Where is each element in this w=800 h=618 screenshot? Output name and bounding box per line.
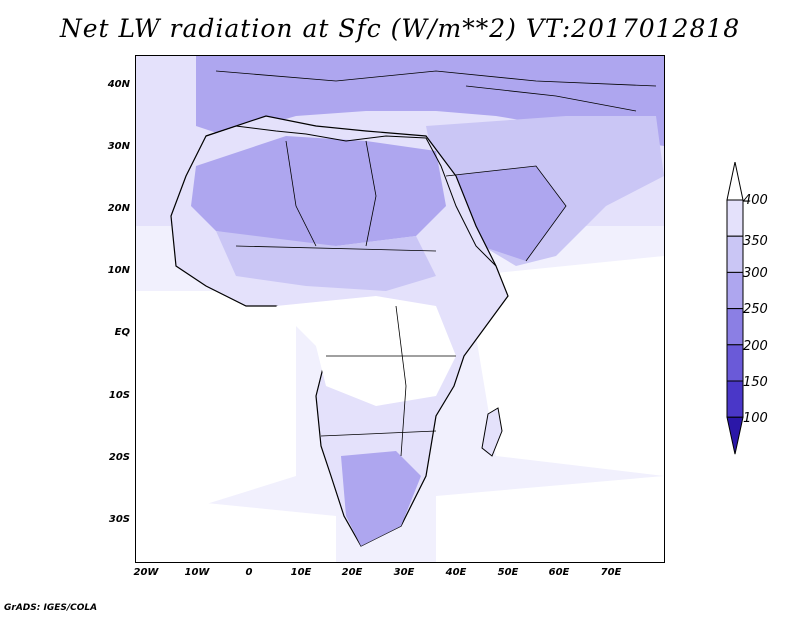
- lat-label-eq: EQ: [114, 327, 130, 338]
- map-panel: [135, 55, 665, 563]
- border-line-2: [365, 140, 377, 247]
- madagascar: [481, 407, 503, 457]
- border-line-6: [395, 305, 407, 457]
- colorbar-label-250: 250: [743, 302, 768, 317]
- border-line-3: [235, 245, 437, 252]
- colorbar-label-100: 100: [743, 411, 768, 426]
- map-title: Net LW radiation at Sfc (W/m**2) VT:2017…: [59, 14, 741, 43]
- lat-label-20s: 20S: [108, 452, 130, 463]
- lon-label-20w: 20W: [133, 567, 159, 578]
- colorbar-label-350: 350: [743, 234, 768, 249]
- colorbar-segment: [726, 235, 744, 273]
- colorbar-label-400: 400: [743, 193, 768, 208]
- colorbar-segment: [726, 308, 744, 346]
- sahara-shade: [191, 136, 446, 246]
- lon-label-70e: 70E: [600, 567, 622, 578]
- lon-label-10e: 10E: [290, 567, 312, 578]
- southern-africa-shade: [341, 451, 421, 546]
- ocean-tropical-clear: [136, 291, 296, 526]
- colorbar-label-300: 300: [743, 266, 768, 281]
- red-sea-coast: [425, 137, 497, 267]
- lat-label-40n: 40N: [107, 79, 130, 90]
- lon-label-10w: 10W: [184, 567, 210, 578]
- lon-label-50e: 50E: [497, 567, 519, 578]
- lat-label-30s: 30S: [108, 514, 130, 525]
- southern-band-clear: [136, 496, 336, 562]
- colorbar-label-150: 150: [743, 375, 768, 390]
- lat-label-10s: 10S: [108, 390, 130, 401]
- colorbar-segment: [726, 199, 744, 237]
- colorbar-bottom-arrow: [726, 416, 744, 455]
- lon-label-30e: 30E: [393, 567, 415, 578]
- europe-border-2: [465, 85, 637, 112]
- colorbar-segment: [726, 271, 744, 310]
- lat-label-20n: 20N: [107, 203, 130, 214]
- europe-border-1: [215, 70, 657, 87]
- colorbar-top-arrow: [726, 162, 744, 201]
- arabia-border: [445, 165, 567, 262]
- lon-label-40e: 40E: [445, 567, 467, 578]
- arabia-shade: [446, 166, 566, 261]
- border-line-5: [320, 430, 437, 437]
- colorbar-label-200: 200: [743, 339, 768, 354]
- colorbar-segment: [726, 344, 744, 382]
- lat-label-10n: 10N: [107, 265, 130, 276]
- southern-band-clear-east: [436, 476, 664, 562]
- lat-label-30n: 30N: [107, 141, 130, 152]
- lon-label-20e: 20E: [341, 567, 363, 578]
- mediterranean-coast: [205, 125, 427, 142]
- lon-label-60e: 60E: [548, 567, 570, 578]
- colorbar-segment: [726, 380, 744, 418]
- sahel-shade: [216, 231, 436, 291]
- grads-credit: GrADS: IGES/COLA: [4, 603, 98, 613]
- indian-ocean-clear: [466, 256, 664, 476]
- colorbar: [726, 162, 744, 455]
- central-africa-clear: [276, 296, 456, 406]
- border-line-1: [285, 140, 317, 247]
- lon-label-0: 0: [245, 567, 253, 578]
